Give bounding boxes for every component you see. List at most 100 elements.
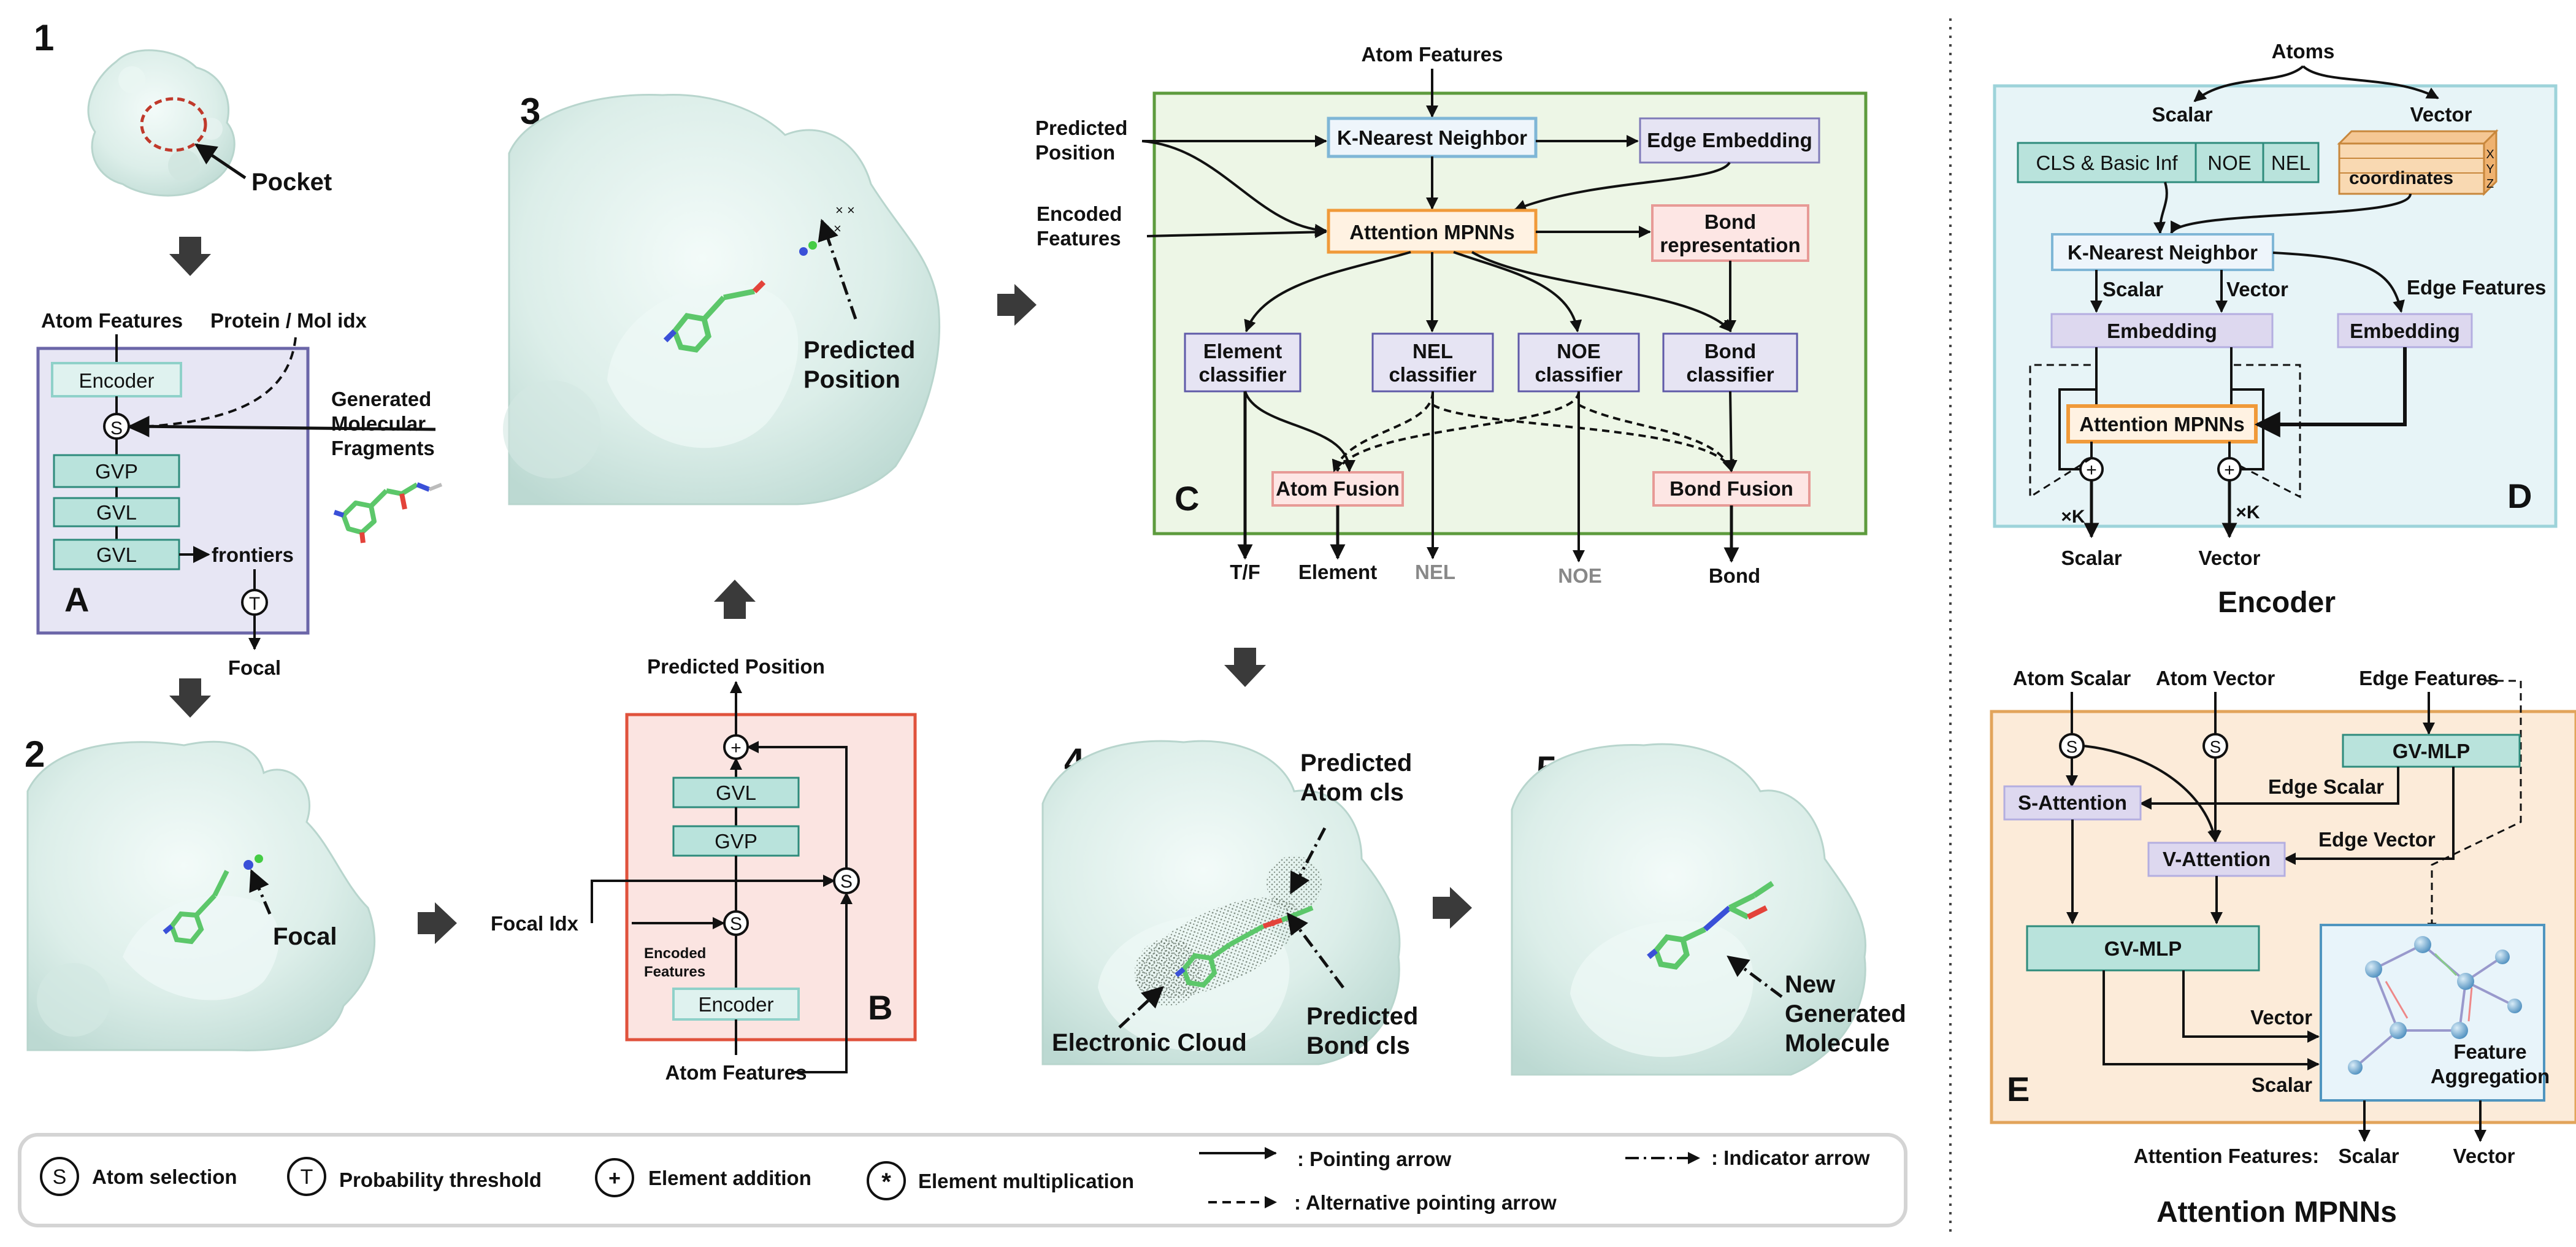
encoded-features-label-2: Features — [1037, 227, 1121, 250]
atom-vector-label: Atom Vector — [2156, 667, 2275, 689]
bond-repr-label-1: Bond — [1704, 210, 1756, 233]
encoded-features-label-2: Features — [644, 964, 705, 980]
feature-aggregation-label-2: Aggregation — [2431, 1065, 2550, 1088]
atom-features-label: Atom Features — [665, 1061, 807, 1084]
coord-z-label: Z — [2486, 177, 2494, 191]
frontiers-label: frontiers — [212, 543, 294, 566]
panel-1: 1 Pocket — [34, 17, 332, 276]
nel-label: NEL — [2271, 152, 2310, 174]
pointing-arrow-legend-label: : Pointing arrow — [1297, 1148, 1451, 1170]
s-attention-box — [2003, 785, 2142, 821]
molecule-stick-image — [163, 854, 263, 945]
knn-box — [2051, 233, 2274, 271]
encoded-features-label-1: Encoded — [644, 945, 706, 962]
coord-x-label: X — [2486, 148, 2494, 161]
vector-output-label: Vector — [2199, 547, 2261, 569]
edge-vector-label: Edge Vector — [2318, 828, 2436, 851]
bond-fusion-box — [1652, 471, 1811, 507]
gv-mlp-top-label: GV-MLP — [2393, 740, 2471, 762]
atom-selection-legend-label: Atom selection — [92, 1165, 237, 1188]
atom-selection-legend-icon — [40, 1157, 79, 1196]
predicted-atom-label-1: Predicted — [1300, 750, 1412, 777]
generated-fragments-label-3: Fragments — [331, 437, 435, 459]
panel-2: 2 Focal — [25, 734, 457, 1051]
panel-a: Atom Features Protein / Mol idx Encoder … — [36, 309, 443, 718]
edge-scalar-label: Edge Scalar — [2268, 775, 2384, 798]
atom-features-label: Atom Features — [41, 309, 183, 332]
predicted-position-label: Predicted Position — [647, 655, 825, 678]
gvl-box-2 — [53, 539, 180, 570]
gv-mlp-bottom-label: GV-MLP — [2104, 937, 2182, 960]
legend: S Atom selection T Probability threshold… — [18, 1133, 1907, 1227]
gv-mlp-bottom-box — [2026, 925, 2260, 972]
element-addition-legend-symbol: + — [608, 1167, 621, 1190]
noe-classifier-label-1: NOE — [1557, 340, 1601, 363]
element-addition-symbol-2: + — [2224, 460, 2235, 480]
prob-threshold-symbol: T — [249, 594, 260, 614]
panel-3: 3 × × × × Predicted Position — [503, 91, 1037, 619]
knn-box — [1327, 117, 1538, 158]
s-attention-label: S-Attention — [2018, 791, 2127, 814]
nel-classifier-label-2: classifier — [1389, 363, 1476, 386]
scalar-edge-label: Scalar — [2103, 278, 2163, 301]
gvl-label-2: GVL — [96, 543, 137, 566]
atom-features-label: Atom Features — [1361, 43, 1503, 66]
nel-classifier-box — [1371, 332, 1494, 393]
bond-output-label: Bond — [1709, 564, 1760, 587]
scalar-features-bar — [2017, 142, 2264, 183]
legend-frame — [18, 1133, 1907, 1227]
element-addition-symbol: + — [730, 738, 742, 758]
attention-features-label: Attention Features: — [2134, 1145, 2320, 1167]
vector-label: Vector — [2410, 103, 2472, 126]
vector-flow-label: Vector — [2250, 1006, 2312, 1029]
bond-classifier-box — [1662, 332, 1798, 393]
big-arrow-icon — [714, 580, 756, 619]
scalar-label: Scalar — [2152, 103, 2212, 126]
times-k-label-1: ×K — [2061, 507, 2085, 527]
gvl-box-1 — [53, 497, 180, 528]
noe-output-label: NOE — [1558, 564, 1602, 587]
gvl-label-1: GVL — [96, 501, 137, 524]
predicted-position-label-2: Position — [1035, 141, 1115, 164]
panel-number-2: 2 — [25, 734, 45, 775]
element-mult-legend-icon — [867, 1161, 906, 1200]
element-classifier-box — [1184, 332, 1301, 393]
gv-mlp-top-box — [2342, 734, 2521, 768]
bond-classifier-label-2: classifier — [1686, 363, 1774, 386]
nel-output-label: NEL — [1415, 561, 1455, 583]
panel-c-frame — [1152, 91, 1868, 535]
noe-classifier-label-2: classifier — [1535, 363, 1622, 386]
element-addition-symbol-1: + — [2086, 460, 2097, 480]
alt-pointing-arrow-legend-label: : Alternative pointing arrow — [1294, 1191, 1557, 1214]
panel-letter-c: C — [1175, 479, 1199, 518]
edge-features-label: Edge Features — [2359, 667, 2498, 689]
atom-selection-symbol-2: S — [840, 872, 853, 892]
atom-selection-legend-symbol: S — [53, 1165, 67, 1189]
panel-b: Predicted Position + GVL GVP S Encoder S… — [491, 655, 917, 1084]
element-output-label: Element — [1298, 561, 1377, 583]
v-attention-box — [2147, 842, 2286, 877]
scalar-output-label: Scalar — [2061, 547, 2122, 569]
atoms-label: Atoms — [2272, 40, 2335, 63]
focal-output-label: Focal — [228, 656, 281, 679]
prob-threshold-legend-label: Probability threshold — [339, 1168, 542, 1191]
v-attention-label: V-Attention — [2163, 848, 2271, 870]
element-mult-legend-symbol: * — [881, 1168, 891, 1195]
electronic-cloud-label: Electronic Cloud — [1052, 1029, 1247, 1056]
knn-label: K-Nearest Neighbor — [1337, 126, 1527, 149]
atom-selection-symbol: S — [730, 914, 742, 934]
big-arrow-icon — [997, 284, 1037, 326]
atom-selection-symbol-1: S — [2066, 737, 2078, 756]
protein-surface-image — [26, 740, 375, 1051]
big-arrow-icon — [169, 678, 211, 718]
focal-idx-label: Focal Idx — [491, 912, 579, 935]
panel-letter-e: E — [2007, 1070, 2030, 1108]
big-arrow-icon — [169, 237, 211, 276]
panel-letter-d: D — [2507, 477, 2532, 515]
bond-classifier-label-1: Bond — [1704, 340, 1756, 363]
edge-features-label: Edge Features — [2407, 276, 2546, 299]
prob-threshold-legend-symbol: T — [301, 1165, 313, 1189]
new-molecule-label-3: Molecule — [1785, 1030, 1890, 1057]
attention-mpnns-caption: Attention MPNNs — [2156, 1196, 2397, 1229]
gvp-label: GVP — [95, 460, 138, 483]
